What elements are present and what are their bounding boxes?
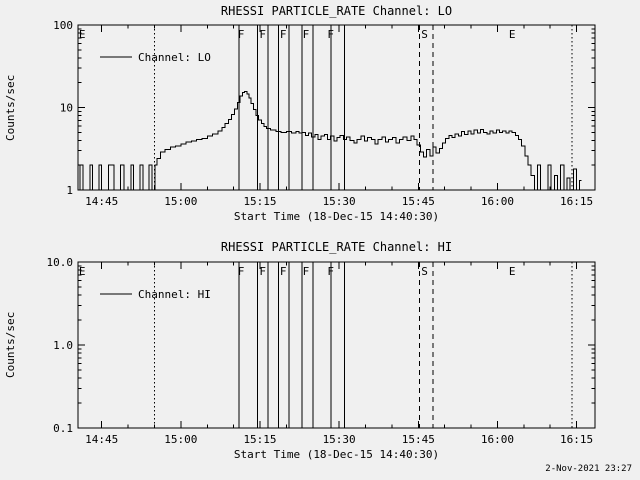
data-series (78, 91, 582, 191)
plot-axes (77, 261, 596, 429)
chart-title-lo: RHESSI PARTICLE_RATE Channel: LO (220, 4, 453, 18)
y-tick-label: 10.0 (47, 256, 74, 269)
x-tick-label: 16:15 (560, 195, 593, 208)
event-flag-label: F (238, 28, 245, 41)
x-tick-label: 15:45 (402, 195, 435, 208)
x-axis-label-hi: Start Time (18-Dec-15 14:40:30) (233, 448, 440, 461)
x-tick-label: 15:00 (164, 195, 197, 208)
x-tick-label: 15:00 (164, 433, 197, 446)
plot-frame (77, 261, 596, 429)
x-tick-label: 14:45 (85, 433, 118, 446)
event-flag-label: F (327, 265, 334, 278)
y-tick-label: 10 (60, 102, 73, 115)
x-tick-label: 15:15 (243, 433, 276, 446)
y-tick-label: 1 (66, 184, 73, 197)
y-tick-label: 1.0 (53, 339, 73, 352)
x-tick-label: 16:15 (560, 433, 593, 446)
x-tick-label: 14:45 (85, 195, 118, 208)
event-flag-label: E (79, 265, 86, 278)
chart-title-hi: RHESSI PARTICLE_RATE Channel: HI (220, 240, 453, 254)
event-flag-label: F (280, 28, 287, 41)
plot-timestamp: 2-Nov-2021 23:27 (545, 464, 632, 474)
y-tick-label: 100 (53, 19, 73, 32)
legend-label: Channel: LO (138, 51, 211, 64)
legend-label: Channel: HI (138, 288, 211, 301)
event-flag-label: F (259, 28, 266, 41)
event-flag-label: E (509, 28, 516, 41)
x-axis-label-lo: Start Time (18-Dec-15 14:40:30) (233, 210, 440, 223)
event-flag-label: F (303, 265, 310, 278)
x-tick-label: 15:45 (402, 433, 435, 446)
y-tick-label: 0.1 (53, 422, 73, 435)
event-flag-label: E (509, 265, 516, 278)
event-flag-label: F (280, 265, 287, 278)
x-tick-label: 16:00 (481, 195, 514, 208)
plot-axes (77, 24, 596, 191)
event-flag-label: F (238, 265, 245, 278)
event-flag-label: F (303, 28, 310, 41)
x-tick-label: 15:30 (323, 433, 356, 446)
event-flag-label: F (327, 28, 334, 41)
event-flag-label: F (259, 265, 266, 278)
x-tick-label: 15:15 (243, 195, 276, 208)
event-flag-label: S (421, 265, 428, 278)
x-tick-label: 16:00 (481, 433, 514, 446)
event-flag-label: S (421, 28, 428, 41)
event-flag-label: E (79, 28, 86, 41)
x-tick-label: 15:30 (323, 195, 356, 208)
